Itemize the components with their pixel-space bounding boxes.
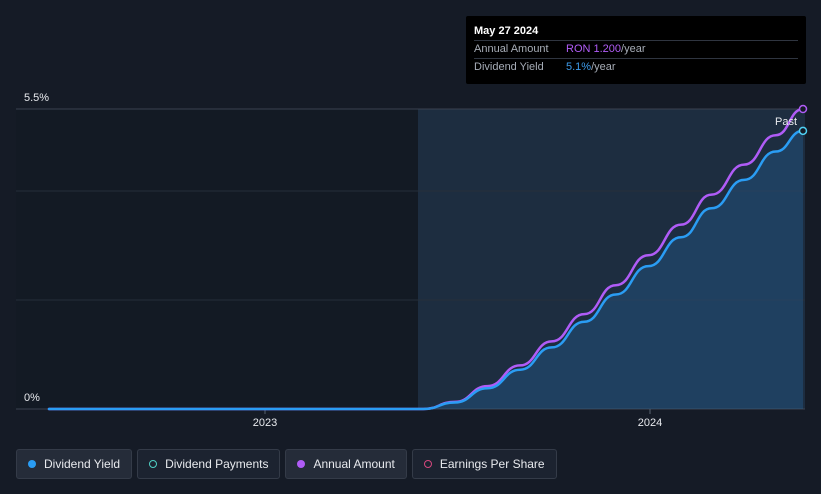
tooltip-date: May 27 2024 <box>474 25 539 37</box>
legend-label: Dividend Yield <box>44 457 121 471</box>
tooltip-row-annual-amount: Annual Amount RON 1.200/year <box>474 40 798 58</box>
tooltip-unit: /year <box>591 61 616 73</box>
legend-label: Dividend Payments <box>165 457 269 471</box>
legend-label: Earnings Per Share <box>439 457 545 471</box>
legend-item-dividend-payments[interactable]: Dividend Payments <box>137 449 281 479</box>
tooltip-value: 5.1% <box>566 61 592 73</box>
x-tick-label-2023: 2023 <box>253 417 277 429</box>
tooltip-row-dividend-yield: Dividend Yield 5.1%/year <box>474 58 798 76</box>
tooltip-value: RON 1.200 <box>566 43 622 55</box>
future-region <box>418 109 805 409</box>
dividend-yield-line <box>47 129 805 411</box>
ring-dot-icon <box>149 460 158 468</box>
dividend-yield-area <box>49 130 803 410</box>
legend-item-earnings-per-share[interactable]: Earnings Per Share <box>411 449 557 479</box>
filled-dot-icon <box>28 460 36 468</box>
legend: Dividend Yield Dividend Payments Annual … <box>16 449 557 479</box>
annual-amount-end-marker <box>798 104 808 114</box>
legend-item-annual-amount[interactable]: Annual Amount <box>285 449 407 479</box>
tooltip-unit: /year <box>621 43 646 55</box>
y-tick-label-bottom: 0% <box>24 392 40 404</box>
tooltip-label: Dividend Yield <box>474 61 544 73</box>
dividend-yield-end-marker <box>798 126 808 136</box>
past-label: Past <box>775 116 797 128</box>
y-tick-label-top: 5.5% <box>24 92 49 104</box>
legend-label: Annual Amount <box>313 457 395 471</box>
ring-dot-icon <box>423 460 432 468</box>
filled-dot-icon <box>297 460 306 468</box>
tooltip-label: Annual Amount <box>474 43 549 55</box>
x-tick-label-2024: 2024 <box>638 417 662 429</box>
tooltip: May 27 2024 Annual Amount RON 1.200/year… <box>466 16 806 84</box>
history-region <box>16 109 418 409</box>
legend-item-dividend-yield[interactable]: Dividend Yield <box>16 449 133 479</box>
